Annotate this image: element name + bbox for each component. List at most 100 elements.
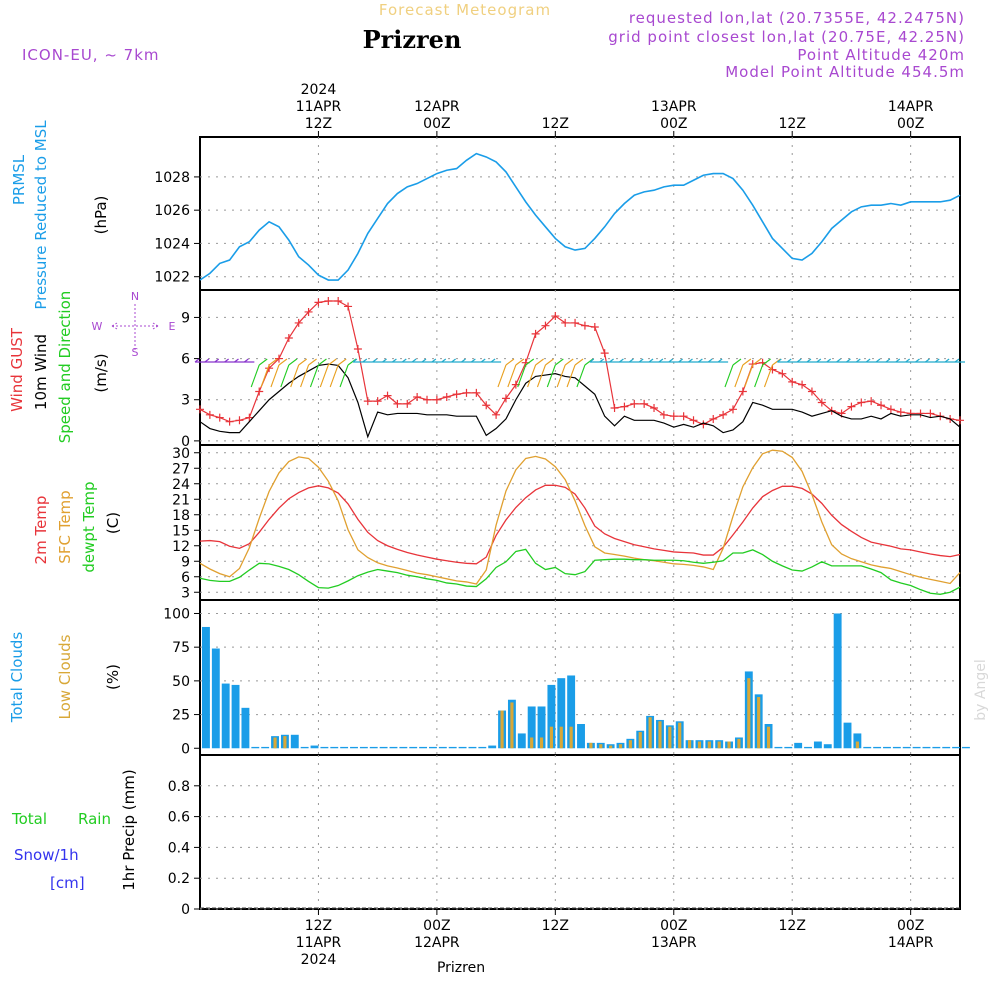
total-cloud-bar xyxy=(211,648,220,749)
total-cloud-bar xyxy=(557,678,566,749)
wind-barb xyxy=(776,358,788,363)
label-2m-temp: 2m Temp xyxy=(32,496,50,565)
time-label-bottom: 00Z xyxy=(897,918,924,934)
panel-wind: 0 3 6 9 N S W E xyxy=(92,289,965,450)
gust-marker xyxy=(561,318,570,327)
wind-barb xyxy=(806,358,817,363)
wind-barb xyxy=(934,358,946,363)
total-cloud-bar xyxy=(883,746,891,749)
model-altitude: Model Point Altitude 454.5m xyxy=(725,63,965,81)
wind-barb xyxy=(875,358,887,363)
total-cloud-bar xyxy=(952,746,961,749)
ytick-label: 0 xyxy=(181,434,190,450)
ytick-label: 30 xyxy=(172,446,190,462)
time-label-top: 11APR xyxy=(296,99,342,115)
gust-marker xyxy=(541,321,550,330)
ytick-label: 1024 xyxy=(154,236,190,252)
point-altitude: Point Altitude 420m xyxy=(797,46,965,64)
gust-marker xyxy=(956,416,964,425)
wind-barb xyxy=(846,358,857,363)
label-sfc-temp: SFC Temp xyxy=(56,490,74,563)
gust-marker xyxy=(274,354,283,363)
gust-marker xyxy=(531,329,540,338)
total-cloud-bar xyxy=(231,684,240,749)
wind-barb xyxy=(362,358,373,363)
gust-marker xyxy=(679,412,688,421)
label-snow: Snow/1h xyxy=(14,846,79,864)
time-label-bottom: 11APR xyxy=(296,935,342,951)
low-cloud-bar xyxy=(697,741,702,749)
wind-barb xyxy=(411,358,423,363)
total-cloud-bar xyxy=(942,746,951,749)
ytick-label: 50 xyxy=(172,674,190,690)
ytick-label: 18 xyxy=(172,508,190,524)
ytick-label: 9 xyxy=(181,310,190,326)
credit: by Angel xyxy=(973,659,989,720)
wind-barb xyxy=(250,358,268,388)
low-cloud-bar xyxy=(678,722,682,749)
wind-barb xyxy=(609,358,620,363)
gust-marker xyxy=(551,312,560,321)
gust-marker xyxy=(906,409,915,418)
gust-marker xyxy=(719,410,728,419)
wind-barb xyxy=(688,358,699,363)
compass-s: S xyxy=(132,346,139,359)
ytick-label: 3 xyxy=(181,393,190,409)
gust-marker xyxy=(926,409,935,418)
total-cloud-bar xyxy=(577,724,585,749)
location-title: Prizren xyxy=(363,25,462,54)
gust-marker xyxy=(689,416,698,425)
wind-barb xyxy=(546,358,564,388)
label-total: Total xyxy=(11,810,47,828)
gust-marker xyxy=(788,377,797,386)
wind-barb xyxy=(280,358,298,388)
total-cloud-bar xyxy=(567,675,576,749)
time-label-top: 13APR xyxy=(651,99,697,115)
gust-marker xyxy=(314,298,323,307)
wind-barb xyxy=(214,358,225,363)
total-cloud-bar xyxy=(517,733,526,749)
gust-marker xyxy=(798,380,807,389)
total-cloud-bar xyxy=(932,746,941,749)
model-label: ICON-EU, ~ 7km xyxy=(22,46,160,64)
total-cloud-bar xyxy=(853,733,862,749)
wind-barb xyxy=(826,358,837,363)
wind-barb xyxy=(754,358,771,388)
total-cloud-bar xyxy=(794,742,803,749)
wind-barb xyxy=(527,358,544,388)
wind-barb xyxy=(329,358,347,388)
gust-marker xyxy=(294,318,303,327)
time-label-bottom: 12Z xyxy=(305,918,332,934)
label-total-clouds: Total Clouds xyxy=(8,632,26,724)
gust-marker xyxy=(363,397,372,406)
time-label-top: 00Z xyxy=(423,116,450,132)
gust-marker xyxy=(847,402,856,411)
low-cloud-bar xyxy=(549,726,553,749)
low-cloud-bar xyxy=(638,732,642,749)
series-dewpt-temp xyxy=(199,548,961,595)
time-label-bottom: 13APR xyxy=(651,935,697,951)
wind-barb xyxy=(382,358,393,363)
gust-marker xyxy=(669,412,678,421)
wind-barb xyxy=(507,358,525,388)
wind-barb xyxy=(786,358,798,363)
gust-marker xyxy=(196,405,204,414)
total-cloud-bar xyxy=(784,746,793,749)
wind-barb xyxy=(300,358,317,388)
wind-barb xyxy=(678,358,689,363)
wind-barb xyxy=(717,358,729,363)
wind-barb xyxy=(905,358,916,363)
total-cloud-bar xyxy=(873,746,882,749)
wind-barb xyxy=(490,358,502,363)
wind-barb xyxy=(224,358,235,363)
wind-barb xyxy=(451,358,462,363)
label-wind-gust: Wind GUST xyxy=(8,327,26,412)
ytick-label: 0.8 xyxy=(168,779,190,795)
time-label-bottom: 2024 xyxy=(301,952,337,968)
low-cloud-bar xyxy=(747,678,751,749)
wind-barb xyxy=(589,358,600,363)
gust-marker xyxy=(452,390,461,399)
gust-marker xyxy=(225,417,234,426)
panel-precipitation: 0 0.2 0.4 0.6 0.8 xyxy=(168,754,961,918)
gust-marker xyxy=(472,388,481,397)
